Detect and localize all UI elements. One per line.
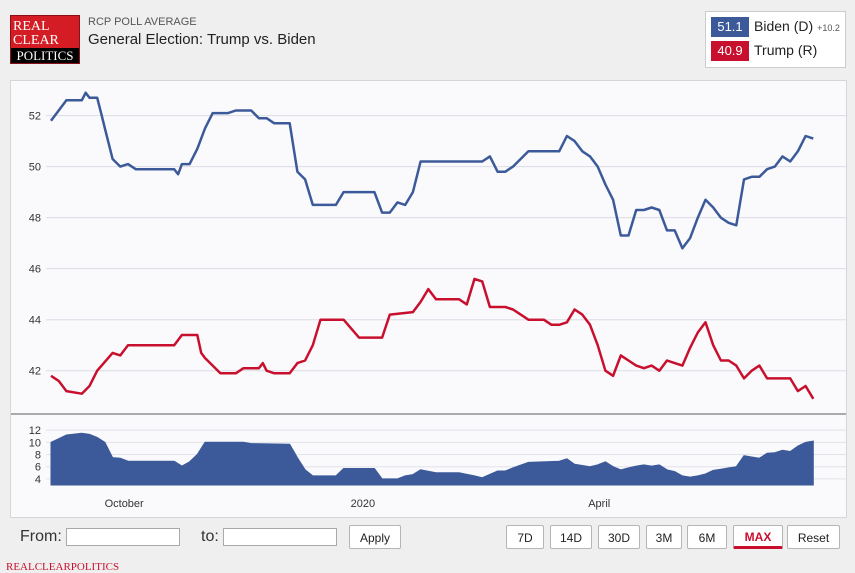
- chart-title: General Election: Trump vs. Biden: [88, 31, 316, 48]
- legend-biden-label: Biden (D) +10.2: [754, 18, 840, 34]
- y-tick-50: 50: [29, 162, 41, 174]
- biden-line: [50, 91, 814, 250]
- chart-kicker: RCP POLL AVERAGE: [88, 16, 197, 28]
- logo-line-1: REAL: [13, 19, 50, 34]
- spread-y-tick-4: 4: [35, 474, 41, 486]
- spread-y-tick-6: 6: [35, 462, 41, 474]
- from-date-input[interactable]: [66, 528, 180, 546]
- legend-biden-value: 51.1: [711, 17, 749, 37]
- logo-line-2: CLEAR: [13, 33, 59, 48]
- main-y-axis-ticks: 42 44 46 48 50 52: [29, 111, 41, 378]
- legend-biden-name: Biden (D): [754, 18, 814, 34]
- chart-panel[interactable]: 42 44 46 48 50 52 4 6 8 10 12 October 2020 April: [10, 80, 847, 518]
- legend: 51.1 Biden (D) +10.2 40.9 Trump (R): [705, 11, 846, 68]
- spread-area: [50, 432, 814, 486]
- spread-y-tick-10: 10: [29, 437, 41, 449]
- apply-button[interactable]: Apply: [349, 525, 401, 549]
- y-tick-42: 42: [29, 366, 41, 378]
- x-tick-2020: 2020: [351, 498, 375, 510]
- to-date-input[interactable]: [223, 528, 337, 546]
- series-lines: [50, 91, 815, 400]
- spread-y-tick-12: 12: [29, 425, 41, 437]
- trump-line: [50, 277, 815, 400]
- y-tick-44: 44: [29, 315, 41, 327]
- legend-trump-name: Trump (R): [754, 42, 818, 58]
- range-button-max[interactable]: MAX: [733, 525, 783, 549]
- y-tick-48: 48: [29, 213, 41, 225]
- logo-line-3: POLITICS: [11, 48, 79, 63]
- range-button-6m[interactable]: 6M: [687, 525, 727, 549]
- range-button-reset[interactable]: Reset: [787, 525, 840, 549]
- legend-biden-spread: +10.2: [817, 23, 840, 33]
- from-label: From:: [20, 528, 62, 545]
- range-toolbar: From: to: Apply 7D 14D 30D 3M 6M MAX Reset: [10, 518, 845, 558]
- range-button-30d[interactable]: 30D: [598, 525, 640, 549]
- range-button-14d[interactable]: 14D: [550, 525, 592, 549]
- spread-area-fill: [50, 432, 814, 486]
- y-tick-52: 52: [29, 111, 41, 123]
- spread-y-tick-8: 8: [35, 450, 41, 462]
- x-tick-april: April: [588, 498, 610, 510]
- x-tick-october: October: [105, 498, 144, 510]
- chart-header: REAL CLEAR POLITICS RCP POLL AVERAGE Gen…: [0, 0, 855, 78]
- footer-brand: REALCLEARPOLITICS: [6, 561, 120, 573]
- x-axis-ticks: October 2020 April: [105, 498, 611, 510]
- range-button-3m[interactable]: 3M: [646, 525, 682, 549]
- y-tick-46: 46: [29, 264, 41, 276]
- legend-trump-value: 40.9: [711, 41, 749, 61]
- rcp-logo[interactable]: REAL CLEAR POLITICS: [10, 15, 80, 64]
- range-button-7d[interactable]: 7D: [506, 525, 544, 549]
- to-label: to:: [201, 528, 219, 545]
